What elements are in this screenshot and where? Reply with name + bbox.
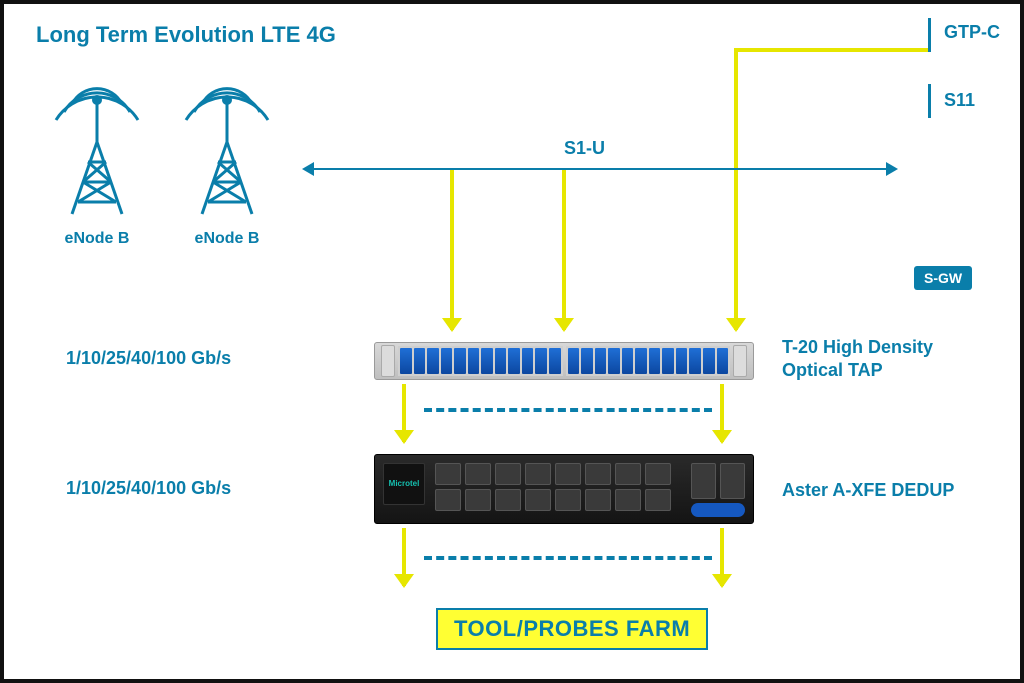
s1u-label: S1-U (564, 138, 605, 159)
gtpc-tick-bottom (928, 84, 931, 118)
s1u-arrow (304, 168, 896, 170)
tap-port (717, 348, 729, 374)
switch-port (435, 463, 461, 485)
tap-port (400, 348, 412, 374)
tap-port (635, 348, 647, 374)
tap-right-label: T-20 High Density Optical TAP (782, 336, 992, 383)
gtpc-tick-top (928, 18, 931, 52)
switch-side-panel (691, 463, 745, 517)
tower-1: eNode B (42, 64, 152, 248)
switch-port (435, 489, 461, 511)
arrow-top-3 (734, 170, 738, 330)
arrow-top-1 (450, 170, 454, 330)
dash-bot (424, 556, 712, 560)
tap-port (568, 348, 580, 374)
tap-right-label-text: T-20 High Density Optical TAP (782, 337, 933, 380)
switch-port (495, 489, 521, 511)
tap-port (549, 348, 561, 374)
tap-port (522, 348, 534, 374)
arrow-mid-left (402, 384, 406, 442)
switch-port (555, 489, 581, 511)
antenna-tower-icon (172, 64, 282, 224)
tap-port (608, 348, 620, 374)
tap-ear-left (381, 345, 395, 377)
switch-port (585, 489, 611, 511)
tap-port (622, 348, 634, 374)
tap-port (495, 348, 507, 374)
tap-port (703, 348, 715, 374)
dash-mid (424, 408, 712, 412)
tap-port (481, 348, 493, 374)
switch-port (495, 463, 521, 485)
switch-logo: Microtel (383, 463, 425, 505)
tap-port (468, 348, 480, 374)
title: Long Term Evolution LTE 4G (36, 22, 336, 48)
tower-2: eNode B (172, 64, 282, 248)
switch-port (615, 463, 641, 485)
switch-port (555, 463, 581, 485)
switch-port (525, 463, 551, 485)
tap-bank-2 (566, 346, 731, 376)
tool-probes-farm: TOOL/PROBES FARM (436, 608, 708, 650)
switch-port (465, 489, 491, 511)
gtpc-yellow-horizontal (734, 48, 928, 52)
sgw-badge: S-GW (914, 266, 972, 290)
arrow-bot-left (402, 528, 406, 586)
diagram-canvas: Long Term Evolution LTE 4G (0, 0, 1024, 683)
speed-tap-label: 1/10/25/40/100 Gb/s (66, 348, 231, 369)
switch-port (585, 463, 611, 485)
tap-port (581, 348, 593, 374)
switch-port (525, 489, 551, 511)
tower-2-label: eNode B (172, 230, 282, 248)
tap-port (676, 348, 688, 374)
switch-port (615, 489, 641, 511)
switch-right-label: Aster A-XFE DEDUP (782, 480, 954, 501)
tap-port (649, 348, 661, 374)
switch-port (465, 463, 491, 485)
arrow-top-2 (562, 170, 566, 330)
arrow-bot-right (720, 528, 724, 586)
tap-ear-right (733, 345, 747, 377)
switch-port (645, 489, 671, 511)
antenna-tower-icon (42, 64, 152, 224)
tap-port (454, 348, 466, 374)
tap-port (535, 348, 547, 374)
switch-port (645, 463, 671, 485)
tap-bank-1 (398, 346, 563, 376)
tap-port (414, 348, 426, 374)
status-pill (691, 503, 745, 517)
mgmt-port (691, 463, 716, 499)
speed-switch-label: 1/10/25/40/100 Gb/s (66, 478, 231, 499)
switch-device: Microtel (374, 454, 754, 524)
tap-device (374, 342, 754, 380)
tap-port (441, 348, 453, 374)
tower-1-label: eNode B (42, 230, 152, 248)
mgmt-port (720, 463, 745, 499)
gtpc-label: GTP-C (944, 22, 1000, 43)
arrow-mid-right (720, 384, 724, 442)
tap-port (662, 348, 674, 374)
tap-port (595, 348, 607, 374)
tap-port (689, 348, 701, 374)
tap-port (427, 348, 439, 374)
tap-port (508, 348, 520, 374)
gtpc-yellow-vertical (734, 48, 738, 168)
s11-label: S11 (944, 90, 975, 111)
